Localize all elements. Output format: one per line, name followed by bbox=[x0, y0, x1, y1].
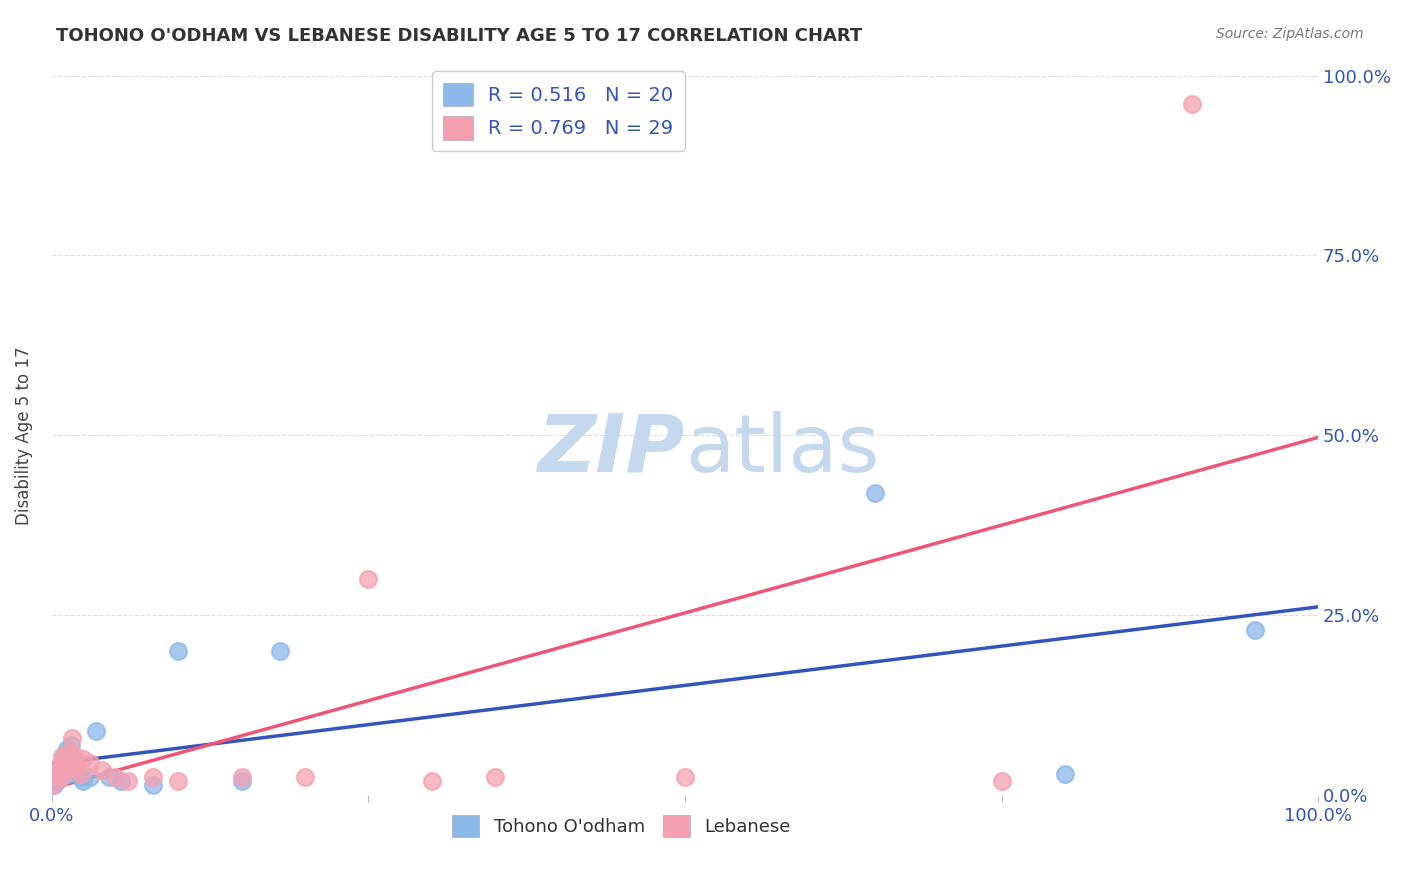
Text: ZIP: ZIP bbox=[537, 411, 685, 489]
Point bbox=[167, 644, 190, 658]
Point bbox=[53, 748, 76, 763]
Point bbox=[673, 771, 696, 785]
Point bbox=[357, 573, 380, 587]
Point bbox=[269, 644, 291, 658]
Point bbox=[110, 774, 132, 789]
Point bbox=[72, 752, 94, 766]
Text: TOHONO O'ODHAM VS LEBANESE DISABILITY AGE 5 TO 17 CORRELATION CHART: TOHONO O'ODHAM VS LEBANESE DISABILITY AG… bbox=[56, 27, 862, 45]
Point bbox=[990, 774, 1012, 789]
Point bbox=[59, 738, 82, 752]
Point bbox=[70, 766, 93, 780]
Point bbox=[117, 774, 139, 789]
Point bbox=[1180, 97, 1202, 112]
Point bbox=[51, 748, 73, 763]
Legend: Tohono O'odham, Lebanese: Tohono O'odham, Lebanese bbox=[446, 807, 799, 844]
Point bbox=[59, 759, 82, 773]
Point bbox=[84, 723, 107, 738]
Point bbox=[91, 763, 114, 777]
Text: atlas: atlas bbox=[685, 411, 879, 489]
Text: Source: ZipAtlas.com: Source: ZipAtlas.com bbox=[1216, 27, 1364, 41]
Point bbox=[231, 774, 253, 789]
Point bbox=[58, 745, 80, 759]
Point bbox=[79, 756, 101, 770]
Point bbox=[42, 778, 65, 792]
Point bbox=[58, 766, 80, 780]
Point bbox=[49, 771, 72, 785]
Point bbox=[56, 741, 79, 756]
Point bbox=[1053, 766, 1076, 780]
Point bbox=[1243, 623, 1265, 637]
Point bbox=[66, 759, 89, 773]
Point bbox=[53, 756, 76, 770]
Point bbox=[44, 778, 66, 792]
Point bbox=[69, 771, 91, 785]
Point bbox=[60, 752, 83, 766]
Point bbox=[142, 771, 165, 785]
Point bbox=[66, 763, 89, 777]
Point bbox=[167, 774, 190, 789]
Point bbox=[60, 731, 83, 745]
Point bbox=[53, 759, 76, 773]
Point bbox=[863, 486, 886, 500]
Point bbox=[142, 778, 165, 792]
Point bbox=[51, 763, 73, 777]
Point bbox=[63, 748, 86, 763]
Point bbox=[45, 766, 67, 780]
Point bbox=[48, 771, 70, 785]
Point bbox=[48, 763, 70, 777]
Point bbox=[45, 759, 67, 773]
Point bbox=[484, 771, 506, 785]
Point bbox=[104, 771, 127, 785]
Point bbox=[231, 771, 253, 785]
Point bbox=[72, 774, 94, 789]
Point bbox=[79, 771, 101, 785]
Point bbox=[420, 774, 443, 789]
Y-axis label: Disability Age 5 to 17: Disability Age 5 to 17 bbox=[15, 346, 32, 524]
Point bbox=[63, 756, 86, 770]
Point bbox=[56, 763, 79, 777]
Point bbox=[45, 774, 67, 789]
Point bbox=[294, 771, 316, 785]
Point bbox=[97, 771, 120, 785]
